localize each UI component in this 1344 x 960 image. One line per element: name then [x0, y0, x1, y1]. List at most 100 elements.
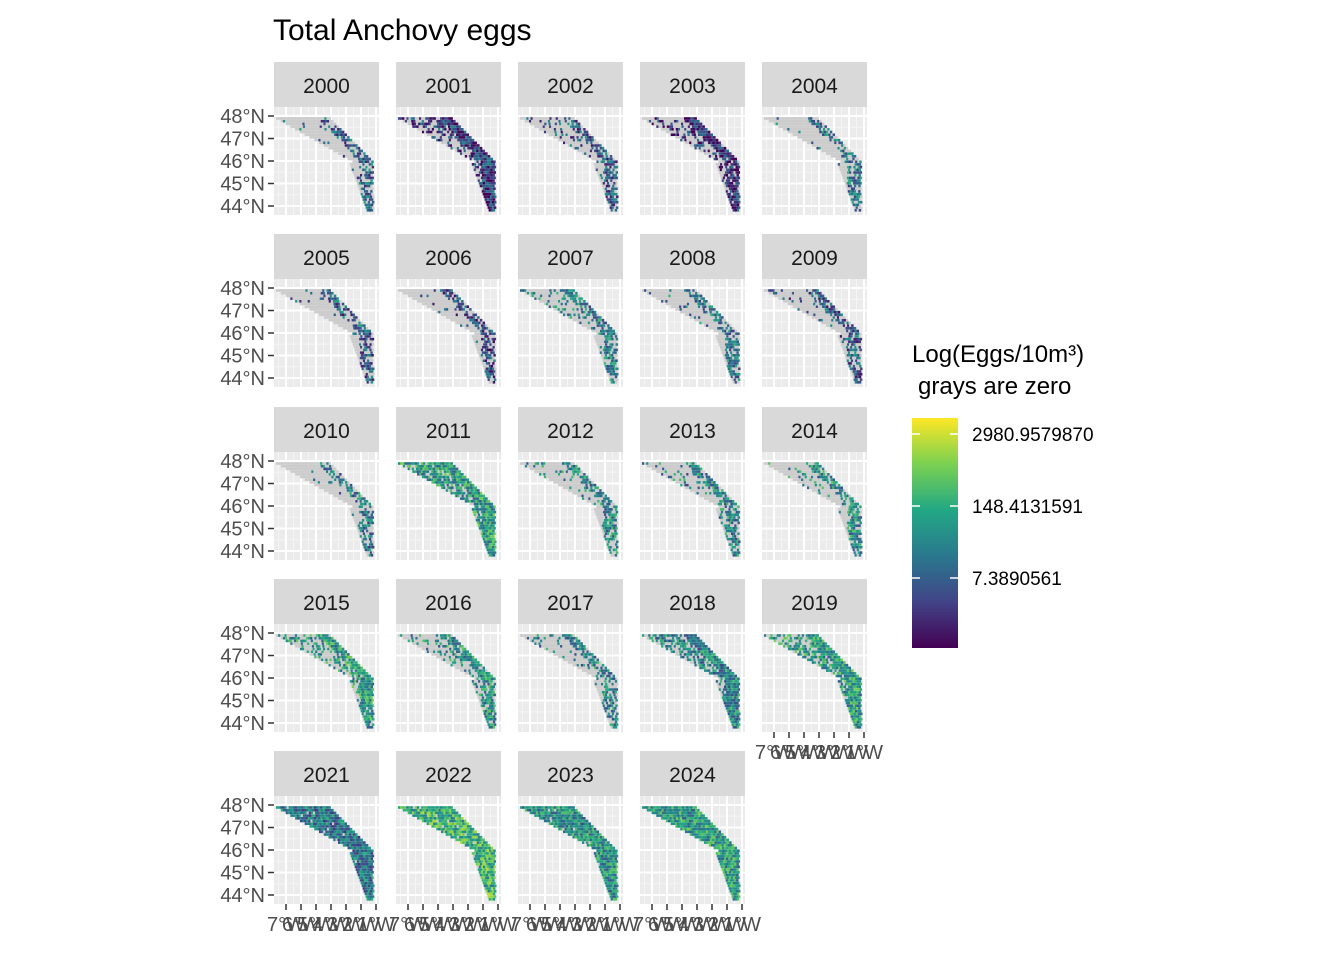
survey-cell [318, 300, 321, 303]
survey-cell [357, 318, 361, 322]
survey-cell [687, 122, 690, 126]
survey-cell [726, 168, 729, 172]
survey-cell [553, 297, 556, 300]
survey-cell [476, 176, 480, 180]
survey-cell [737, 176, 740, 180]
survey-cell [285, 122, 288, 126]
survey-cell [308, 122, 312, 126]
survey-cell [840, 324, 844, 327]
survey-cell [542, 294, 545, 298]
survey-cell [727, 356, 731, 360]
survey-cell [730, 375, 733, 379]
survey-cell [805, 122, 808, 126]
survey-cell [855, 165, 858, 169]
survey-cell [492, 190, 495, 193]
survey-cell [547, 300, 550, 303]
survey-cell [360, 163, 363, 166]
survey-cell [779, 291, 782, 295]
survey-cell [784, 294, 787, 298]
survey-cell [597, 345, 601, 349]
survey-cell [303, 289, 306, 292]
survey-cell [852, 375, 855, 379]
survey-cell [663, 117, 666, 120]
survey-cell [735, 182, 738, 185]
survey-cell [369, 343, 372, 346]
survey-cell [346, 489, 350, 492]
survey-cell [718, 313, 721, 317]
survey-cell [801, 297, 804, 300]
survey-cell [732, 381, 735, 384]
survey-cell [827, 146, 830, 150]
survey-cell [493, 378, 497, 381]
survey-cell [576, 146, 580, 150]
survey-cell [600, 324, 604, 327]
survey-cell [472, 165, 476, 169]
survey-cell [354, 508, 357, 511]
survey-cell [335, 302, 338, 306]
survey-cell [362, 198, 365, 201]
survey-cell [482, 182, 486, 185]
survey-cell [320, 138, 323, 142]
survey-cell [586, 327, 590, 330]
survey-cell [733, 378, 737, 381]
survey-cell [445, 125, 449, 128]
survey-cell [467, 138, 471, 142]
survey-cell [826, 144, 829, 147]
survey-cell [672, 305, 676, 308]
survey-cell [366, 548, 370, 552]
survey-cell [852, 345, 855, 349]
survey-cell [471, 310, 475, 314]
survey-cell [349, 508, 353, 511]
survey-cell [461, 128, 464, 131]
survey-cell [336, 297, 339, 300]
survey-cell [833, 321, 837, 325]
survey-cell [677, 133, 680, 136]
survey-cell [858, 203, 862, 207]
survey-cell [490, 340, 493, 344]
survey-cell [313, 125, 316, 128]
survey-cell [369, 354, 372, 357]
survey-cell [418, 125, 421, 128]
survey-cell [526, 119, 530, 123]
survey-cell [842, 163, 845, 166]
survey-cell [811, 305, 814, 308]
survey-cell [586, 141, 589, 145]
survey-cell [450, 125, 453, 128]
survey-cell [360, 537, 363, 541]
survey-cell [706, 324, 709, 327]
survey-cell [332, 128, 336, 131]
survey-cell [357, 518, 361, 522]
survey-cell [344, 324, 347, 327]
survey-cell [602, 332, 606, 335]
survey-cell [360, 192, 363, 196]
survey-cell [366, 554, 369, 557]
survey-cell [813, 133, 817, 136]
survey-cell [334, 136, 337, 139]
survey-cell [731, 200, 735, 204]
survey-cell [841, 340, 845, 344]
survey-cell [445, 141, 448, 145]
survey-cell [344, 500, 348, 503]
survey-cell [482, 329, 485, 333]
survey-cell [845, 165, 848, 169]
survey-cell [812, 136, 815, 139]
survey-cell [348, 313, 351, 317]
survey-cell [490, 190, 493, 193]
survey-cell [480, 359, 484, 362]
survey-cell [665, 119, 669, 123]
survey-cell [343, 310, 346, 314]
survey-cell [362, 537, 366, 541]
survey-cell [322, 308, 325, 311]
survey-cell [368, 335, 372, 338]
survey-cell [674, 122, 678, 126]
survey-cell [686, 291, 690, 295]
survey-cell [459, 300, 462, 303]
survey-cell [368, 190, 371, 193]
survey-cell [433, 289, 437, 292]
survey-cell [688, 289, 691, 292]
survey-cell [848, 187, 852, 190]
survey-cell [362, 329, 365, 333]
survey-cell [713, 310, 717, 314]
survey-cell [321, 486, 324, 490]
